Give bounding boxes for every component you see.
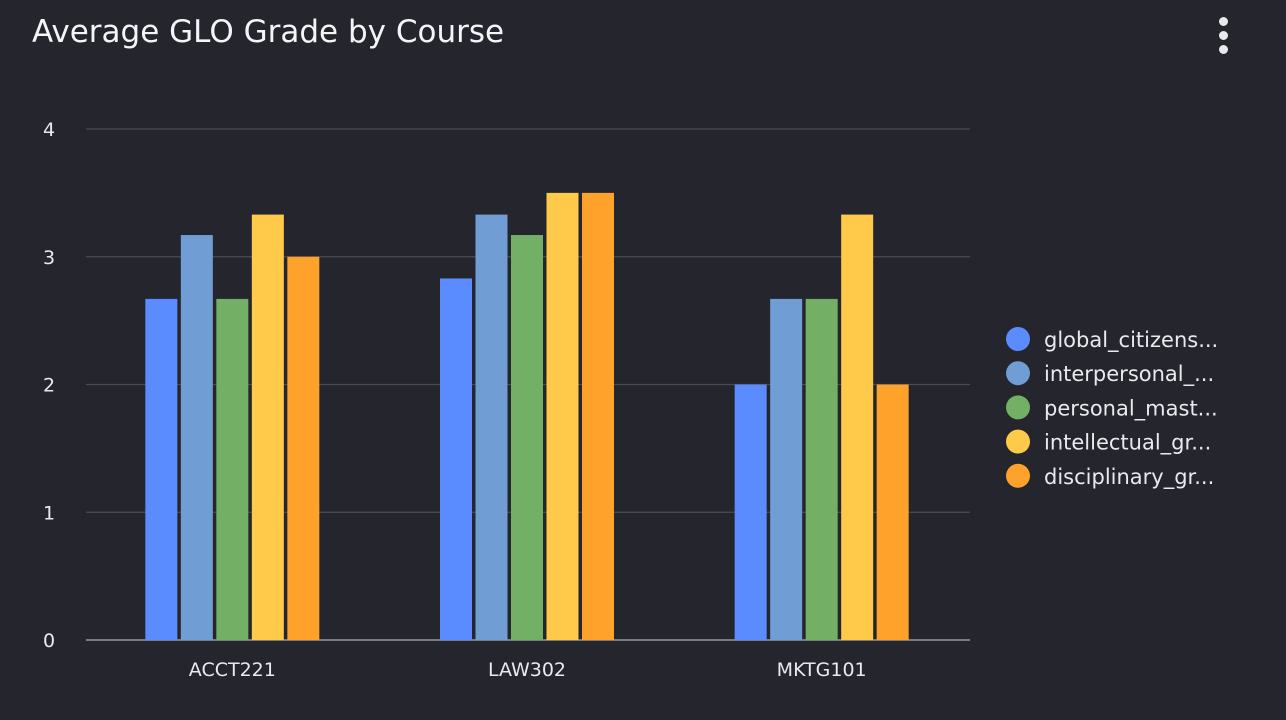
legend-label: global_citizens... [1044, 328, 1218, 353]
legend-item[interactable]: disciplinary_gr... [1006, 463, 1214, 490]
x-axis-ticks: ACCT221 LAW302 MKTG101 [189, 659, 867, 681]
y-tick-label: 0 [43, 630, 55, 652]
bars [145, 192, 909, 641]
x-tick-label: LAW302 [488, 659, 566, 681]
legend-label: interpersonal_... [1044, 362, 1214, 387]
bar-mktg101-0[interactable] [734, 384, 767, 641]
legend-swatch [1006, 395, 1030, 420]
more-options-button[interactable] [1206, 14, 1242, 58]
bar-acct221-3[interactable] [251, 214, 284, 640]
bar-mktg101-1[interactable] [770, 298, 803, 640]
bar-acct221-0[interactable] [145, 298, 178, 640]
ellipsis-dot [1219, 45, 1228, 54]
vertical-ellipsis-icon [1219, 17, 1228, 26]
bar-mktg101-2[interactable] [805, 298, 838, 640]
legend-item[interactable]: personal_mast... [1006, 395, 1218, 421]
legend-swatch [1006, 463, 1030, 488]
bar-law302-2[interactable] [511, 235, 543, 640]
chart-title: Average GLO Grade by Course [32, 14, 505, 50]
bar-acct221-2[interactable] [216, 298, 249, 640]
bar-law302-3[interactable] [546, 192, 579, 640]
legend-item[interactable]: global_citizens... [1006, 327, 1218, 353]
legend-label: disciplinary_gr... [1044, 465, 1214, 490]
bar-acct221-1[interactable] [180, 235, 213, 640]
bar-law302-0[interactable] [440, 278, 472, 640]
ellipsis-dot [1219, 31, 1228, 40]
legend-swatch [1006, 429, 1030, 454]
y-tick-label: 1 [43, 502, 55, 524]
legend-swatch [1006, 327, 1030, 351]
bar-acct221-4[interactable] [287, 256, 320, 640]
y-tick-label: 2 [43, 375, 55, 397]
legend: global_citizens... interpersonal_...perso… [1006, 327, 1218, 490]
legend-item[interactable]: intellectual_gr... [1006, 429, 1211, 456]
y-axis-ticks: 0 1 2 3 4 [43, 119, 55, 652]
y-tick-label: 3 [43, 247, 55, 269]
x-tick-label: ACCT221 [189, 659, 276, 681]
legend-label: personal_mast... [1044, 396, 1218, 421]
bar-mktg101-4[interactable] [876, 384, 909, 641]
legend-item[interactable]: interpersonal_... [1006, 361, 1214, 387]
y-tick-label: 4 [43, 119, 55, 141]
legend-swatch [1006, 361, 1030, 386]
legend-label: intellectual_gr... [1044, 431, 1211, 456]
x-tick-label: MKTG101 [777, 659, 867, 681]
bar-mktg101-3[interactable] [841, 214, 874, 640]
bar-law302-4[interactable] [582, 192, 614, 640]
bar-law302-1[interactable] [475, 214, 508, 640]
